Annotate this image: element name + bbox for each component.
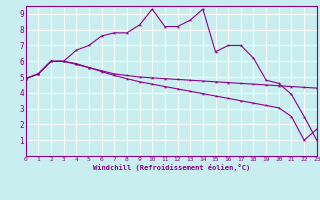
X-axis label: Windchill (Refroidissement éolien,°C): Windchill (Refroidissement éolien,°C) (92, 164, 250, 171)
